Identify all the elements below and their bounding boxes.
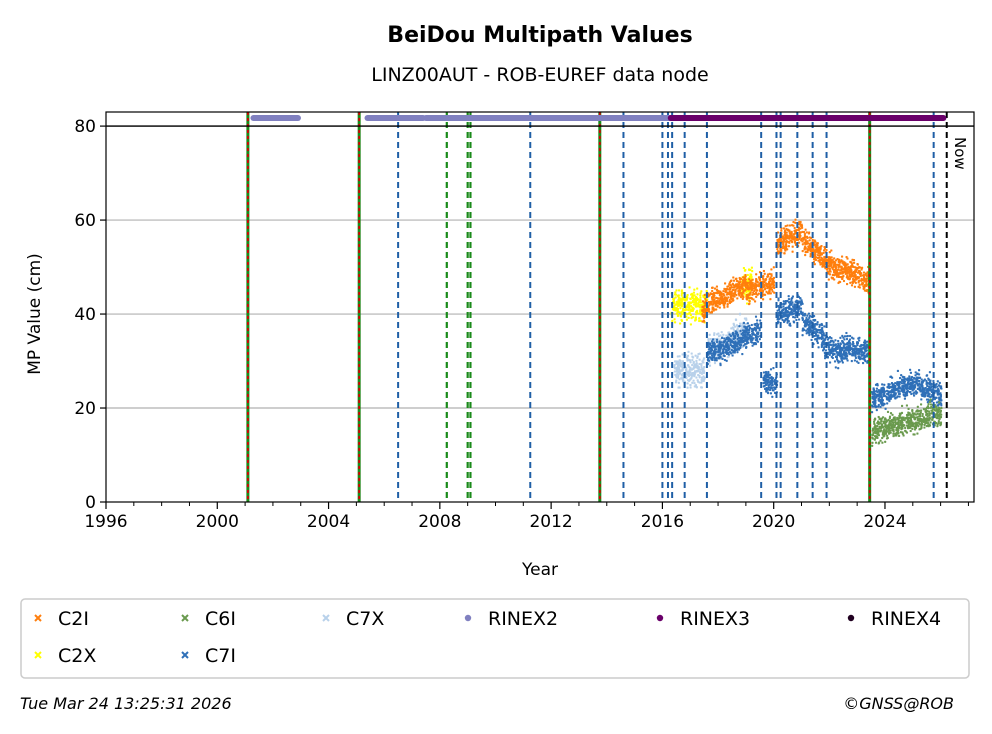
x-tick-label: 2008 xyxy=(418,512,461,532)
legend-marker-rinex3 xyxy=(656,614,664,622)
legend-label-rinex4: RINEX4 xyxy=(871,608,941,630)
data-point-cloud xyxy=(842,331,870,365)
plot-frame xyxy=(105,111,975,503)
data-point-cloud xyxy=(898,398,943,437)
y-tick-label: 20 xyxy=(74,399,96,419)
data-point-cloud xyxy=(893,368,921,400)
chart-subtitle: LINZ00AUT - ROB-EUREF data node xyxy=(371,64,708,86)
legend-label-c2x: C2X xyxy=(58,645,96,667)
series-c2i xyxy=(701,218,871,323)
x-tick-label: 1996 xyxy=(84,512,127,532)
legend-marker-rinex4 xyxy=(847,614,855,622)
x-tick-label: 2012 xyxy=(529,512,572,532)
legend-label-c7x: C7X xyxy=(346,608,384,630)
legend-marker-c2x xyxy=(34,651,42,659)
plot-area xyxy=(106,112,974,502)
legend-frame xyxy=(20,598,970,679)
data-point-cloud xyxy=(762,367,779,398)
x-axis-label: Year xyxy=(521,560,558,580)
legend-marker-rinex2 xyxy=(464,614,472,622)
chart-title: BeiDou Multipath Values xyxy=(387,23,692,48)
y-tick-label: 0 xyxy=(85,493,96,513)
x-tick-label: 2016 xyxy=(641,512,684,532)
data-point-cloud xyxy=(776,218,804,255)
legend-label-rinex3: RINEX3 xyxy=(680,608,750,630)
series-c6i xyxy=(871,398,943,447)
legend-marker-c7x xyxy=(322,614,330,622)
data-point-cloud xyxy=(871,410,901,447)
x-tick-label: 2000 xyxy=(196,512,239,532)
y-tick-label: 80 xyxy=(74,117,96,137)
x-tick-label: 2024 xyxy=(863,512,906,532)
data-point-cloud xyxy=(870,375,896,414)
y-axis-label: MP Value (cm) xyxy=(25,253,45,375)
x-tick-label: 2020 xyxy=(752,512,795,532)
data-point-cloud xyxy=(843,256,871,294)
data-point-cloud xyxy=(726,315,762,357)
legend-label-c6i: C6I xyxy=(205,608,236,630)
legend-label-c7i: C7I xyxy=(205,645,236,667)
legend-marker-c7i xyxy=(181,651,189,659)
x-tick-label: 2004 xyxy=(307,512,350,532)
y-tick-label: 60 xyxy=(74,211,96,231)
data-point-cloud xyxy=(673,350,706,389)
legend-label-c2i: C2I xyxy=(58,608,89,630)
data-point-cloud xyxy=(801,228,826,268)
footer-credit: ©GNSS@ROB xyxy=(843,694,954,713)
legend-marker-c6i xyxy=(181,614,189,622)
data-point-cloud xyxy=(823,334,845,370)
legend: C2I C6I C7X RINEX2 RINEX3 RINEX4 C2X C7I xyxy=(20,598,970,679)
y-tick-label: 40 xyxy=(74,305,96,325)
legend-marker-c2i xyxy=(34,614,42,622)
footer-timestamp: Tue Mar 24 13:25:31 2026 xyxy=(20,694,232,713)
data-point-cloud xyxy=(706,336,729,367)
legend-label-rinex2: RINEX2 xyxy=(488,608,558,630)
data-point-cloud xyxy=(823,247,846,285)
now-label: Now xyxy=(951,137,969,170)
data-point-cloud xyxy=(717,274,748,309)
